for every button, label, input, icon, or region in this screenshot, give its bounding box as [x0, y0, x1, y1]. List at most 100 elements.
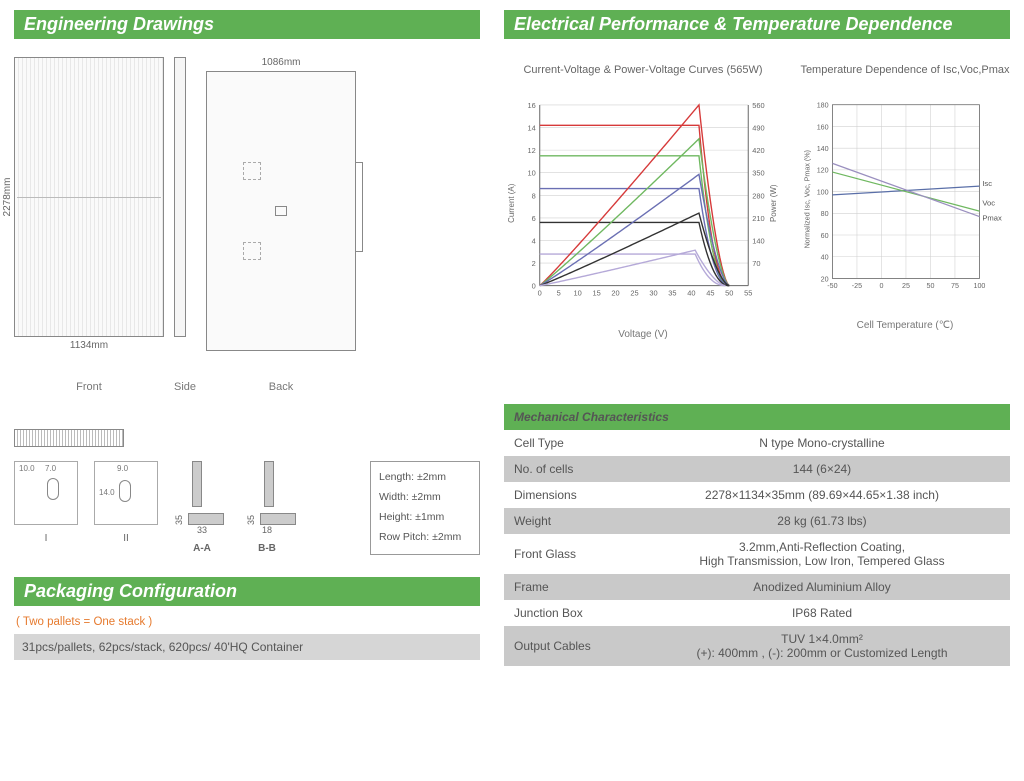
mech-label: Junction Box [504, 600, 634, 626]
svg-text:Normalized Isc, Voc, Pmax (%): Normalized Isc, Voc, Pmax (%) [804, 150, 812, 248]
label-roman-1: I [14, 533, 78, 544]
table-row: No. of cells144 (6×24) [504, 456, 1010, 482]
mechanical-table: Mechanical Characteristics Cell TypeN ty… [504, 404, 1010, 666]
label-back: Back [206, 381, 356, 393]
svg-text:10: 10 [527, 169, 535, 178]
table-row: Front Glass3.2mm,Anti-Reflection Coating… [504, 534, 1010, 574]
svg-text:120: 120 [817, 167, 829, 175]
dim-height: 2278mm [2, 178, 13, 217]
mech-label: No. of cells [504, 456, 634, 482]
dim-width-back: 1086mm [206, 57, 356, 68]
svg-text:14: 14 [527, 124, 535, 133]
svg-text:50: 50 [926, 282, 934, 290]
iv-chart-title: Current-Voltage & Power-Voltage Curves (… [504, 63, 782, 93]
panel-side-view [174, 57, 186, 337]
mech-value: 144 (6×24) [634, 456, 1010, 482]
dim-aa-w: 33 [174, 525, 230, 535]
mech-value: N type Mono-crystalline [634, 430, 1010, 456]
svg-text:-25: -25 [852, 282, 862, 290]
packaging-text: 31pcs/pallets, 62pcs/stack, 620pcs/ 40'H… [14, 634, 480, 660]
svg-text:100: 100 [817, 188, 829, 196]
table-row: Output CablesTUV 1×4.0mm²(+): 400mm , (-… [504, 626, 1010, 666]
tolerance-box: Length: ±2mm Width: ±2mm Height: ±1mm Ro… [370, 461, 480, 555]
mech-label: Dimensions [504, 482, 634, 508]
detail-row: 10.0 7.0 I 9.0 14.0 II 35 33 [14, 461, 480, 555]
svg-text:280: 280 [752, 191, 764, 200]
svg-text:25: 25 [630, 289, 638, 298]
svg-text:140: 140 [752, 236, 764, 245]
table-row: Junction BoxIP68 Rated [504, 600, 1010, 626]
svg-text:-50: -50 [827, 282, 837, 290]
temp-chart: 20406080100120140160180-50-250255075100N… [800, 99, 1010, 299]
mech-value: IP68 Rated [634, 600, 1010, 626]
table-row: Weight28 kg (61.73 lbs) [504, 508, 1010, 534]
svg-text:Power (W): Power (W) [769, 184, 778, 222]
svg-text:8: 8 [532, 191, 536, 200]
svg-text:210: 210 [752, 214, 764, 223]
mech-value: TUV 1×4.0mm²(+): 400mm , (-): 200mm or C… [634, 626, 1010, 666]
header-packaging: Packaging Configuration [14, 577, 480, 606]
tol-width: Width: ±2mm [379, 488, 471, 508]
svg-text:70: 70 [752, 259, 760, 268]
svg-text:6: 6 [532, 214, 536, 223]
svg-text:40: 40 [687, 289, 695, 298]
header-engineering: Engineering Drawings [14, 10, 480, 39]
mounting-hole-1: 10.0 7.0 [14, 461, 78, 525]
iv-xlabel: Voltage (V) [504, 329, 782, 340]
table-row: Dimensions2278×1134×35mm (89.69×44.65×1.… [504, 482, 1010, 508]
mech-header: Mechanical Characteristics [504, 404, 1010, 430]
svg-text:160: 160 [817, 123, 829, 131]
profile-aa [186, 461, 230, 525]
mech-value: 28 kg (61.73 lbs) [634, 508, 1010, 534]
svg-text:0: 0 [532, 282, 536, 291]
svg-text:2: 2 [532, 259, 536, 268]
svg-text:4: 4 [532, 236, 536, 245]
temp-chart-title: Temperature Dependence of Isc,Voc,Pmax [800, 63, 1010, 93]
tol-length: Length: ±2mm [379, 468, 471, 488]
svg-text:5: 5 [557, 289, 561, 298]
mech-label: Weight [504, 508, 634, 534]
svg-text:12: 12 [527, 146, 535, 155]
panel-front-view [14, 57, 164, 337]
svg-text:80: 80 [821, 210, 829, 218]
profile-bb [258, 461, 288, 525]
svg-text:140: 140 [817, 145, 829, 153]
svg-text:40: 40 [821, 254, 829, 262]
mech-label: Output Cables [504, 626, 634, 666]
svg-text:60: 60 [821, 232, 829, 240]
mech-value: Anodized Aluminium Alloy [634, 574, 1010, 600]
svg-text:Voc: Voc [982, 198, 995, 207]
mech-label: Cell Type [504, 430, 634, 456]
svg-text:490: 490 [752, 124, 764, 133]
mech-value: 2278×1134×35mm (89.69×44.65×1.38 inch) [634, 482, 1010, 508]
mech-value: 3.2mm,Anti-Reflection Coating,High Trans… [634, 534, 1010, 574]
label-aa: A-A [174, 543, 230, 554]
svg-text:0: 0 [879, 282, 883, 290]
svg-text:180: 180 [817, 102, 829, 110]
svg-text:350: 350 [752, 169, 764, 178]
engineering-views: 2278mm 1134mm Front Side 1086mm Back [14, 57, 480, 393]
svg-text:0: 0 [538, 289, 542, 298]
svg-text:10: 10 [574, 289, 582, 298]
temp-xlabel: Cell Temperature (℃) [800, 320, 1010, 331]
svg-text:30: 30 [649, 289, 657, 298]
svg-text:25: 25 [902, 282, 910, 290]
svg-text:Isc: Isc [982, 179, 992, 188]
iv-chart: 0246810121416701402102803504204905600510… [504, 99, 782, 308]
svg-text:50: 50 [725, 289, 733, 298]
connector-strip [14, 429, 124, 447]
panel-back-view [206, 71, 356, 351]
tol-height: Height: ±1mm [379, 508, 471, 528]
svg-text:420: 420 [752, 146, 764, 155]
svg-text:16: 16 [527, 101, 535, 110]
svg-text:55: 55 [744, 289, 752, 298]
dim-width-front: 1134mm [14, 340, 164, 351]
mech-label: Frame [504, 574, 634, 600]
table-row: Cell TypeN type Mono-crystalline [504, 430, 1010, 456]
tol-row: Row Pitch: ±2mm [379, 528, 471, 548]
svg-text:20: 20 [611, 289, 619, 298]
svg-text:15: 15 [592, 289, 600, 298]
mech-label: Front Glass [504, 534, 634, 574]
dim-bb-w: 18 [246, 525, 288, 535]
packaging-note: ( Two pallets = One stack ) [16, 616, 480, 628]
